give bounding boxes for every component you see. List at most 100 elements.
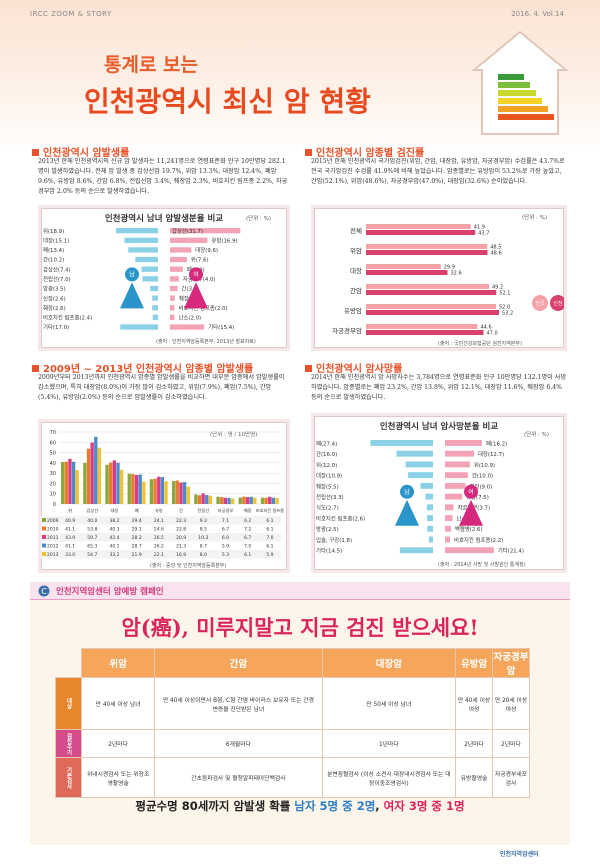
chart-title: 인천광역시 남녀 암발생분율 비교 [104, 214, 224, 224]
bar [220, 497, 224, 504]
bar [105, 464, 109, 504]
bar-female [170, 295, 175, 301]
publisher: IRCC ZOOM & STORY [30, 10, 112, 18]
bar [119, 469, 124, 504]
chart-incidence-gender [41, 208, 287, 348]
bar [64, 461, 68, 504]
series-label: 2010 [47, 527, 59, 533]
label-male: 위(12.0) [316, 461, 337, 469]
bar [366, 310, 499, 315]
table-cell: 8.0 [200, 552, 207, 558]
bar [160, 477, 165, 504]
bar [83, 462, 87, 504]
campaign-header-text: 인천지역암센터 암예방 캠페인 [56, 587, 164, 597]
bar [366, 284, 489, 289]
table-cell: 40.1 [109, 544, 119, 550]
female-icon [464, 484, 478, 499]
col-colon: 대장암 [321, 648, 457, 678]
bar-female [445, 536, 451, 543]
table-cell: 24.6 [154, 527, 164, 533]
table-cell: 20.9 [176, 535, 186, 541]
legend-swatch [42, 552, 46, 556]
label-male: 식도(2.7) [316, 504, 339, 512]
bar [194, 494, 198, 504]
table-cell: 24.1 [154, 518, 164, 524]
section-body-trend: 2009년부터 2013년까지 인천광역시 암종별 암발생률을 비교하면 대부분… [38, 374, 285, 401]
row-label-target: 대상 [55, 677, 82, 730]
label-male: 폐(27.4) [316, 439, 337, 447]
table-cell: 21.9 [132, 552, 142, 558]
bar-female [170, 276, 179, 282]
bar [112, 460, 117, 504]
chart-trend-plot: 0 10 20 30 40 50 60 70 위 갑상선 대장 폐 유방 간 전립선 자궁경부 췌장 비호지킨 림… [41, 430, 284, 559]
table-cell: 22.8 [176, 527, 186, 533]
bar [94, 436, 98, 504]
chart-incidence-plot: 위(18.9)대장(15.1) 폐(13.4) 간(10.2)갑상선(7.4) 전립선… [43, 227, 241, 331]
table-row [41, 533, 281, 542]
campaign-header: C 인천지역암센터 암예방 캠페인 [30, 582, 570, 600]
bar [366, 324, 478, 329]
label-male: 대장(10.9) [316, 472, 342, 480]
chart-unit: (단위 : 명 / 10만명) [210, 432, 258, 438]
row-label-test: 기본검사 [55, 757, 82, 798]
bar [86, 448, 91, 504]
x-tick-label: 유방 [155, 507, 163, 514]
bar-male [152, 295, 158, 301]
bar [61, 461, 65, 504]
bar-male [426, 504, 433, 511]
x-tick-label: 위 [68, 507, 72, 514]
female-icon [189, 267, 203, 282]
bar-female [170, 237, 208, 243]
bar [172, 481, 176, 504]
section-title-mortality: 인천광역시 암사망률 [305, 360, 402, 375]
bar [366, 304, 496, 309]
legend-swatch [42, 526, 46, 531]
issue-date: 2016. 4. Vol.14 [511, 10, 564, 18]
table-cell: 6.7 [222, 527, 229, 533]
bar [97, 447, 102, 504]
label-female: 유방(16.9) [211, 236, 237, 244]
chart-unit: (단위 : %) [524, 432, 549, 438]
label-male: 입술, 구강(1.8) [316, 536, 352, 544]
label-female: 갑상선(31.7) [172, 227, 203, 235]
bar-male [408, 472, 433, 479]
table-cell: 6.1 [244, 552, 251, 558]
data-label: 48.5 [490, 245, 501, 251]
series-label: 2012 [47, 544, 59, 550]
y-tick-label: 70 [50, 430, 56, 436]
table-row [41, 524, 281, 533]
section-title-incidence: 인천광역시 암발생률 [32, 144, 129, 159]
bar-male [116, 228, 158, 234]
bar-male [396, 450, 433, 457]
bar-female [170, 228, 241, 234]
legend-swatch [550, 295, 564, 311]
bar-female [170, 256, 187, 263]
y-tick-label: 0 [53, 502, 56, 508]
chart-source: (출처 : 2014년 사망 및 사망원인 통계청) [438, 562, 526, 568]
bar-female [445, 547, 494, 554]
label-male: 폐(13.4) [43, 246, 64, 254]
table-row [41, 550, 281, 559]
label-male: 간(10.2) [43, 257, 64, 264]
bar [182, 482, 187, 504]
table-cell: 2년마다 [80, 729, 156, 758]
label-female: 기타(21.4) [498, 547, 524, 555]
bar [90, 442, 94, 504]
bar-female [445, 440, 482, 446]
table-cell: 43.9 [65, 535, 75, 541]
bar [366, 224, 471, 229]
label-male: 전립선(3.3) [316, 493, 344, 501]
table-cell: 간초음파검사 및 혈청알파태아단백검사 [154, 757, 323, 798]
bar [138, 474, 142, 504]
bar [275, 497, 279, 504]
category-label: 자궁경부암 [332, 326, 362, 335]
table-cell: 7.0 [244, 544, 251, 550]
table-cell: 2년마다 [455, 729, 494, 758]
bar [264, 497, 268, 504]
bar-male [405, 461, 433, 468]
x-tick-label: 갑상선 [87, 507, 99, 513]
data-label: 41.9 [474, 225, 485, 231]
label-female: 간(3.4) [182, 286, 200, 293]
label-female: 대장(9.6) [195, 246, 218, 254]
chart-source: (출처 : 인천지역암등록본부, 2013년 발표자료) [156, 339, 256, 345]
